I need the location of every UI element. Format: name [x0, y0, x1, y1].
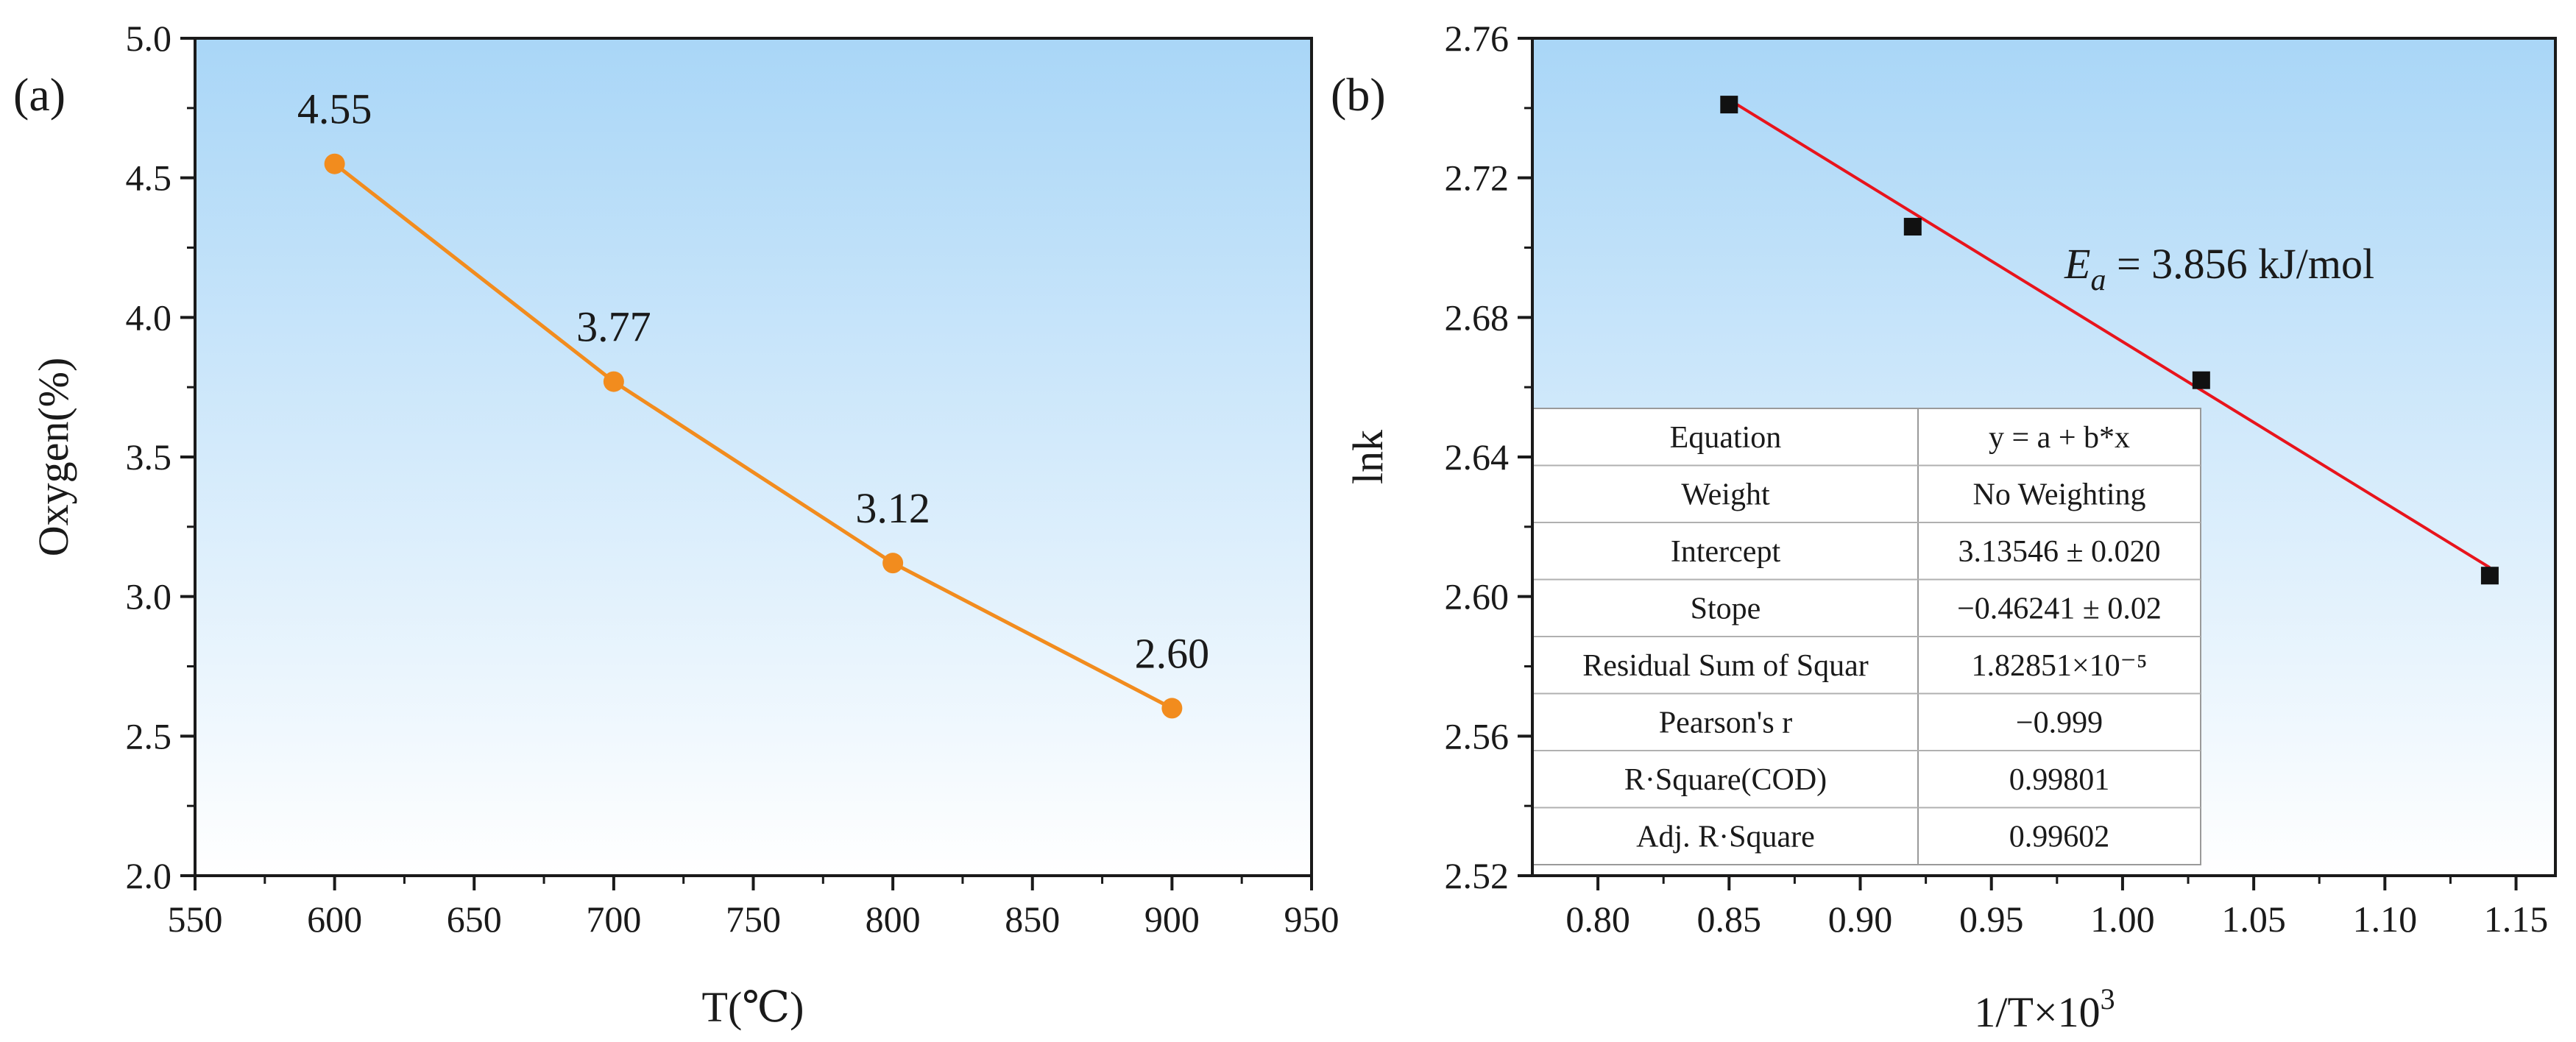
- y-tick-label-b: 2.72: [1445, 157, 1510, 199]
- y-tick-label-a: 2.0: [126, 855, 172, 896]
- plot-area-a: [195, 38, 1312, 876]
- y-tick-label-b: 2.56: [1445, 715, 1510, 756]
- x-tick-label-a: 650: [447, 899, 502, 940]
- fit-table-label: Residual Sum of Squar: [1582, 649, 1868, 683]
- chart-b: Equation y = a + b*x Weight No Weighting Int…: [1331, 18, 2557, 1036]
- fit-table: Equation y = a + b*x Weight No Weighting Int…: [1532, 408, 2201, 865]
- fit-table-label: Equation: [1670, 421, 1782, 455]
- fit-table-value: 3.13546 ± 0.020: [1958, 535, 2160, 569]
- y-axis-label-b: lnk: [1344, 430, 1392, 484]
- x-tick-label-a: 550: [168, 899, 223, 940]
- x-tick-label-a: 950: [1284, 899, 1340, 940]
- fit-table-label: Pearson's r: [1659, 706, 1792, 740]
- data-point-a: [324, 153, 345, 174]
- activation-energy-annotation: Ea = 3.856 kJ/mol: [2064, 240, 2374, 297]
- fit-table-value: −0.46241 ± 0.02: [1957, 592, 2162, 625]
- fit-table-label: Stope: [1691, 592, 1761, 625]
- y-tick-label-a: 2.5: [126, 715, 172, 756]
- x-tick-label-b: 1.05: [2221, 899, 2286, 940]
- fit-table-label: Weight: [1681, 478, 1770, 511]
- y-tick-label-a: 5.0: [126, 18, 172, 59]
- data-point-a: [603, 371, 624, 392]
- x-axis-label-b: 1/T×103: [1974, 982, 2115, 1036]
- fit-table-label: Intercept: [1671, 535, 1781, 569]
- fit-table-value: −0.999: [2016, 706, 2103, 740]
- x-tick-label-b: 1.15: [2484, 899, 2549, 940]
- x-tick-label-a: 700: [586, 899, 641, 940]
- y-tick-label-b: 2.68: [1445, 297, 1510, 338]
- data-label-a: 3.12: [855, 484, 930, 532]
- x-axis-label-a: T(℃): [702, 983, 804, 1031]
- data-point-a: [882, 553, 904, 574]
- y-tick-label-b: 2.60: [1445, 576, 1510, 617]
- y-tick-label-a: 4.0: [126, 297, 172, 338]
- fit-table-value: 0.99801: [2009, 763, 2110, 797]
- data-point-b: [2480, 567, 2499, 585]
- y-tick-label-a: 3.5: [126, 436, 172, 478]
- chart-a: 4.55 3.77 3.12 2.60 550 600 650 700 750 800 850 90…: [13, 18, 1340, 1031]
- x-tick-label-a: 800: [866, 899, 921, 940]
- x-tick-label-b: 0.80: [1565, 899, 1630, 940]
- y-tick-label-b: 2.52: [1445, 855, 1510, 896]
- data-label-a: 3.77: [576, 303, 651, 351]
- x-tick-label-a: 600: [307, 899, 362, 940]
- x-tick-label-b: 0.90: [1828, 899, 1893, 940]
- data-label-a: 4.55: [297, 85, 372, 133]
- y-tick-label-a: 4.5: [126, 157, 172, 199]
- y-tick-label-b: 2.64: [1445, 436, 1510, 478]
- data-point-b: [1720, 96, 1738, 114]
- series-line-a: [333, 162, 1173, 710]
- x-tick-label-b: 1.00: [2090, 899, 2155, 940]
- x-tick-label-a: 750: [726, 899, 781, 940]
- fit-table-value: No Weighting: [1973, 478, 2146, 511]
- x-tick-label-b: 0.85: [1697, 899, 1762, 940]
- panel-label-b: (b): [1331, 68, 1386, 121]
- fit-table-value: 0.99602: [2009, 820, 2110, 854]
- x-tick-label-b: 0.95: [1959, 899, 2024, 940]
- fit-table-value: 1.82851×10⁻⁵: [1972, 649, 2148, 683]
- y-tick-label-b: 2.76: [1445, 18, 1510, 59]
- panel-label-a: (a): [13, 68, 66, 121]
- data-point-b: [2192, 371, 2210, 389]
- x-tick-label-a: 850: [1005, 899, 1060, 940]
- y-axis-label-a: Oxygen(%): [29, 358, 77, 557]
- data-point-a: [1161, 698, 1183, 719]
- fit-table-label: Adj. R·Square: [1636, 820, 1815, 854]
- fit-table-label: R·Square(COD): [1624, 763, 1827, 797]
- y-tick-label-a: 3.0: [126, 576, 172, 617]
- data-point-b: [1903, 218, 1922, 236]
- x-tick-label-a: 900: [1144, 899, 1200, 940]
- data-label-a: 2.60: [1135, 629, 1210, 677]
- fit-table-value: y = a + b*x: [1989, 421, 2130, 455]
- fit-line: [1728, 98, 2491, 570]
- x-tick-label-b: 1.10: [2353, 899, 2418, 940]
